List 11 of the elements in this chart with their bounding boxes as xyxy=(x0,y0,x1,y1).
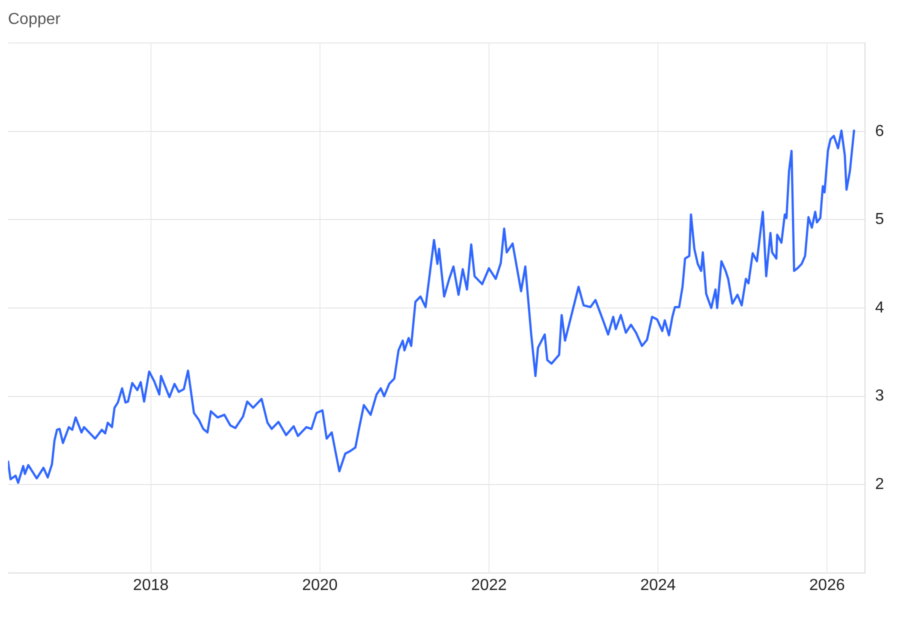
y-tick-label: 6 xyxy=(875,122,884,140)
x-tick-label: 2018 xyxy=(133,576,169,594)
x-tick-label: 2026 xyxy=(809,576,845,594)
y-tick-label: 2 xyxy=(875,476,884,493)
y-tick-label: 4 xyxy=(875,299,884,316)
chart-title: Copper xyxy=(8,11,62,28)
y-tick-label: 3 xyxy=(875,388,884,405)
x-tick-label: 2020 xyxy=(302,576,338,594)
y-tick-label: 5 xyxy=(875,211,884,228)
x-tick-label: 2022 xyxy=(471,576,507,594)
x-tick-label: 2024 xyxy=(640,576,676,594)
